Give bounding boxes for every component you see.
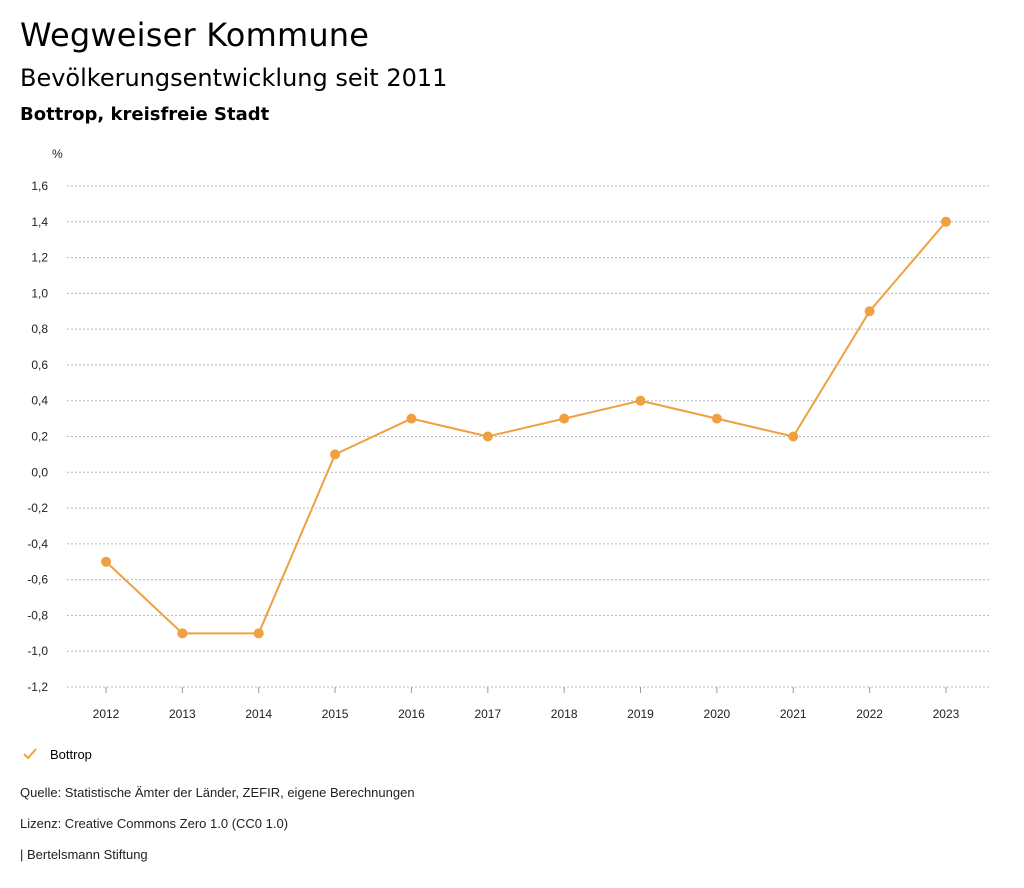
y-tick-label: 0,8 [31, 322, 48, 336]
legend-label: Bottrop [50, 746, 92, 762]
x-tick-label: 2022 [856, 707, 883, 721]
y-tick-label: -1,2 [27, 680, 48, 694]
y-axis-unit: % [52, 147, 63, 161]
data-point[interactable] [406, 413, 417, 424]
x-tick-label: 2016 [398, 707, 425, 721]
data-point[interactable] [711, 413, 722, 424]
page-title: Wegweiser Kommune [20, 16, 370, 54]
data-point[interactable] [482, 431, 493, 442]
x-tick-label: 2012 [93, 707, 120, 721]
series-line [105, 221, 947, 635]
y-tick-label: -1,0 [27, 644, 48, 658]
x-tick-label: 2023 [933, 707, 960, 721]
data-point[interactable] [330, 449, 341, 460]
y-tick-label: 1,4 [31, 215, 48, 229]
data-point[interactable] [864, 306, 875, 317]
data-point[interactable] [559, 413, 570, 424]
y-tick-label: -0,8 [27, 608, 48, 622]
y-tick-label: 0,2 [31, 430, 48, 444]
x-tick-label: 2019 [627, 707, 654, 721]
publisher-note: | Bertelsmann Stiftung [20, 847, 148, 862]
x-tick-label: 2013 [169, 707, 196, 721]
y-tick-label: -0,2 [27, 501, 48, 515]
data-point[interactable] [177, 628, 188, 639]
line-chart: 1,6 1,4 1,2 1,0 0,8 0,6 0,4 0,2 0,0 -0,2 -0,4 -0,6 -… [27, 147, 990, 721]
y-tick-label: 1,0 [31, 286, 48, 300]
x-tick-label: 2017 [474, 707, 501, 721]
data-point[interactable] [101, 556, 111, 567]
region-label: Bottrop, kreisfreie Stadt [20, 104, 270, 125]
series-bottrop [101, 216, 951, 639]
x-tick-label: 2014 [245, 707, 272, 721]
x-tick-label: 2015 [322, 707, 349, 721]
checkmark-icon [23, 748, 37, 760]
x-tick-label: 2020 [704, 707, 731, 721]
y-tick-label: 1,6 [31, 179, 48, 193]
y-tick-label: -0,4 [27, 537, 48, 551]
data-point[interactable] [635, 395, 646, 406]
chart-legend[interactable]: Bottrop [20, 744, 92, 764]
data-point[interactable] [253, 628, 264, 639]
x-tick-label: 2021 [780, 707, 807, 721]
grid-lines [67, 185, 990, 688]
data-point[interactable] [940, 216, 951, 227]
y-tick-label: 0,4 [31, 394, 48, 408]
x-tick-label: 2018 [551, 707, 578, 721]
y-tick-label: 1,2 [31, 251, 48, 265]
chart-subtitle: Bevölkerungsentwicklung seit 2011 [20, 64, 448, 92]
x-axis-ticks: 2012 2013 2014 2015 2016 2017 2018 2019 2020 2021… [93, 687, 960, 721]
y-axis-ticks: 1,6 1,4 1,2 1,0 0,8 0,6 0,4 0,2 0,0 -0,2 -0,4 -0,6 -… [27, 179, 48, 694]
y-tick-label: 0,0 [31, 465, 48, 479]
license-note: Lizenz: Creative Commons Zero 1.0 (CC0 1… [20, 816, 289, 831]
y-tick-label: -0,6 [27, 573, 48, 587]
data-point[interactable] [788, 431, 799, 442]
y-tick-label: 0,6 [31, 358, 48, 372]
source-note: Quelle: Statistische Ämter der Länder, Z… [20, 785, 415, 800]
